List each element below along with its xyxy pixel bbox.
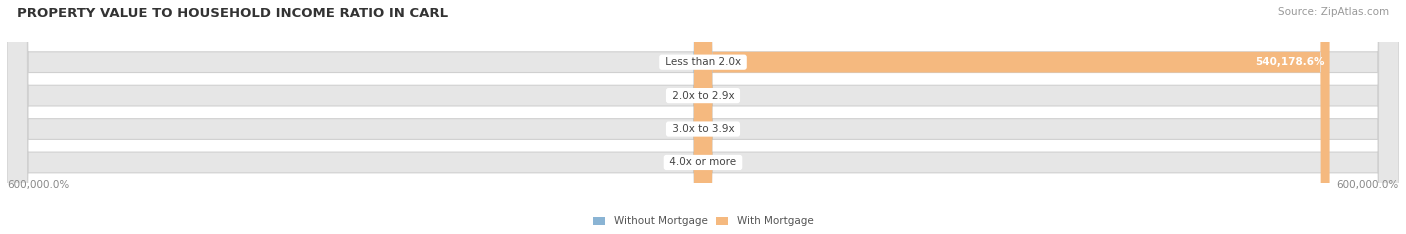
Text: 3.0x to 3.9x: 3.0x to 3.9x — [669, 124, 737, 134]
Text: 600,000.0%: 600,000.0% — [7, 180, 69, 190]
Text: 540,178.6%: 540,178.6% — [1256, 57, 1324, 67]
Text: 9.3%: 9.3% — [672, 124, 699, 134]
Text: 21.4%: 21.4% — [707, 157, 741, 168]
FancyBboxPatch shape — [693, 0, 713, 234]
Text: 68.5%: 68.5% — [665, 157, 699, 168]
Text: Less than 2.0x: Less than 2.0x — [662, 57, 744, 67]
FancyBboxPatch shape — [693, 0, 713, 234]
Text: PROPERTY VALUE TO HOUSEHOLD INCOME RATIO IN CARL: PROPERTY VALUE TO HOUSEHOLD INCOME RATIO… — [17, 7, 449, 20]
Text: 11.1%: 11.1% — [665, 91, 699, 101]
Text: 600,000.0%: 600,000.0% — [1337, 180, 1399, 190]
FancyBboxPatch shape — [693, 0, 713, 234]
FancyBboxPatch shape — [703, 0, 1330, 234]
FancyBboxPatch shape — [7, 0, 1399, 234]
FancyBboxPatch shape — [7, 0, 1399, 234]
Legend: Without Mortgage, With Mortgage: Without Mortgage, With Mortgage — [589, 212, 817, 231]
Text: 4.0x or more: 4.0x or more — [666, 157, 740, 168]
FancyBboxPatch shape — [693, 0, 713, 234]
Text: Source: ZipAtlas.com: Source: ZipAtlas.com — [1278, 7, 1389, 17]
FancyBboxPatch shape — [693, 0, 713, 234]
Text: 21.4%: 21.4% — [707, 124, 741, 134]
FancyBboxPatch shape — [693, 0, 713, 234]
FancyBboxPatch shape — [7, 0, 1399, 234]
FancyBboxPatch shape — [7, 0, 1399, 234]
Text: 11.1%: 11.1% — [665, 57, 699, 67]
Text: 28.6%: 28.6% — [707, 91, 741, 101]
FancyBboxPatch shape — [693, 0, 713, 234]
Text: 2.0x to 2.9x: 2.0x to 2.9x — [669, 91, 737, 101]
